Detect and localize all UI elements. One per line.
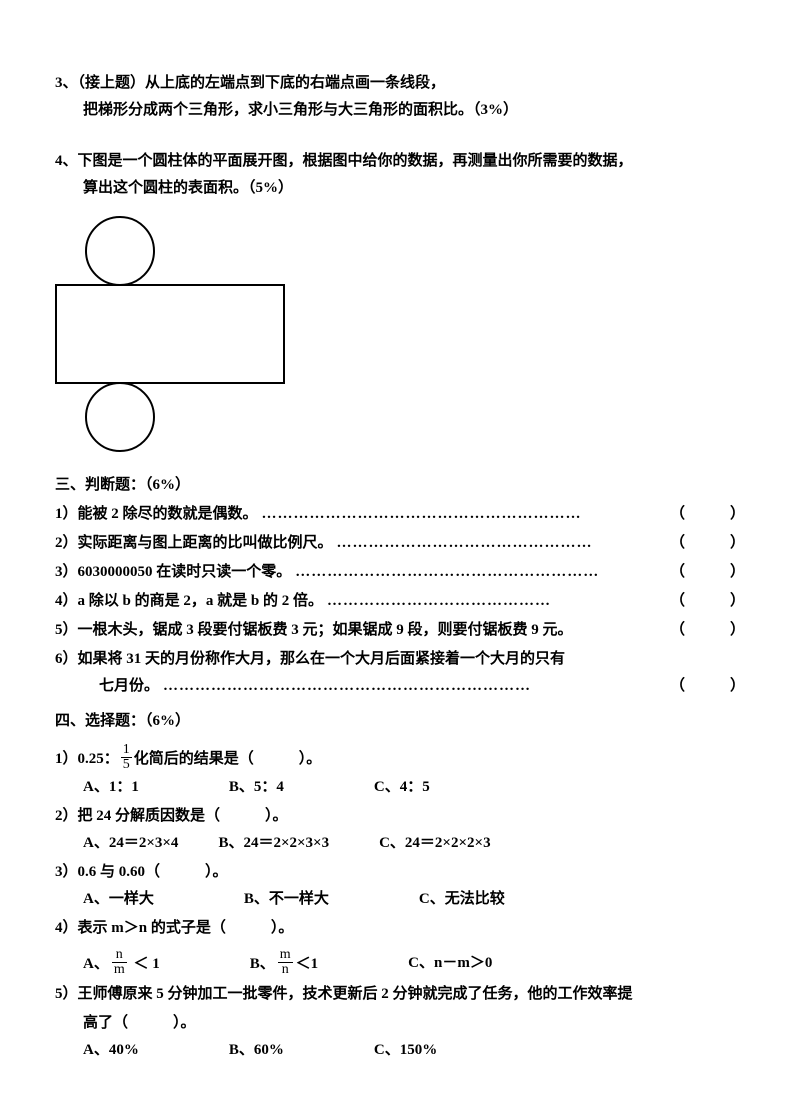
judge-3-blank: （ ） xyxy=(670,559,745,586)
q4-label: 4、 xyxy=(55,153,78,169)
frac-num: m xyxy=(278,948,293,963)
mc-q4-choice-b: B、mn＜1 xyxy=(250,950,318,979)
mc-q3-choice-c: C、无法比较 xyxy=(419,886,505,913)
mc-q5-choice-b: B、60% xyxy=(229,1037,284,1064)
mc-q2-choice-a: A、24＝2×3×4 xyxy=(83,830,178,857)
judge-5-blank: （ ） xyxy=(670,617,745,644)
mc-q1-choice-c: C、4：5 xyxy=(374,774,430,801)
dots-leader: …………………………………… xyxy=(323,588,670,615)
bottom-circle-shape xyxy=(85,382,155,452)
mc-q4-choices: A、nm ＜ 1 B、mn＜1 C、n－m＞0 xyxy=(55,950,745,979)
frac-num: n xyxy=(112,948,127,963)
choice-b-frac: mn xyxy=(278,948,293,977)
q4-line1: 下图是一个圆柱体的平面展开图，根据图中给你的数据，再测量出你所需要的数据， xyxy=(78,153,633,169)
mc-q1-choices: A、1：1 B、5：4 C、4：5 xyxy=(55,774,745,801)
mc-q1: 1）0.25：15化简后的结果是（ ）。 xyxy=(55,745,745,774)
dots-leader: …………………………………………………… xyxy=(258,501,670,528)
mc-q1-choice-a: A、1：1 xyxy=(83,774,139,801)
frac-num: 1 xyxy=(121,743,132,758)
cylinder-net-diagram xyxy=(55,216,745,452)
dots-leader: ………………………………………………… xyxy=(291,559,670,586)
mc-q4: 4）表示 m＞n 的式子是（ ）。 xyxy=(55,915,745,942)
mc-q1-choice-b: B、5：4 xyxy=(229,774,284,801)
judge-4-text: a 除以 b 的商是 2，a 就是 b 的 2 倍。 xyxy=(78,593,323,609)
choice-a-post: ＜ 1 xyxy=(130,956,160,972)
mc-q5-choices: A、40% B、60% C、150% xyxy=(55,1037,745,1064)
judge-item-6: 6）如果将 31 天的月份称作大月，那么在一个大月后面紧接着一个大月的只有 七月… xyxy=(55,646,745,700)
spacer xyxy=(55,128,745,148)
section-3-title: 三、判断题：（6%） xyxy=(55,472,745,499)
mc-q4-choice-a: A、nm ＜ 1 xyxy=(83,950,160,979)
dots-leader: …………………………………………………………… xyxy=(159,673,670,700)
mc-q3-choices: A、一样大 B、不一样大 C、无法比较 xyxy=(55,886,745,913)
frac-den: 5 xyxy=(121,758,132,772)
mc-q1-fraction: 15 xyxy=(121,743,132,772)
judge-1-num: 1） xyxy=(55,506,78,522)
judge-item-4: 4）a 除以 b 的商是 2，a 就是 b 的 2 倍。 ……………………………… xyxy=(55,588,745,615)
judge-6-text: 如果将 31 天的月份称作大月，那么在一个大月后面紧接着一个大月的只有 xyxy=(78,651,566,667)
q3-line1: （接上题）从上底的左端点到下底的右端点画一条线段， xyxy=(78,75,446,91)
judge-1-blank: （ ） xyxy=(670,501,745,528)
section-4-title: 四、选择题：（6%） xyxy=(55,708,745,735)
mc-q4-choice-c: C、n－m＞0 xyxy=(408,950,492,979)
mc-q5-line2: 高了（ ）。 xyxy=(55,1010,745,1037)
judge-4-blank: （ ） xyxy=(670,588,745,615)
top-circle-shape xyxy=(85,216,155,286)
judge-3-text: 6030000050 在读时只读一个零。 xyxy=(78,564,292,580)
mc-q5-line1: 5）王师傅原来 5 分钟加工一批零件，技术更新后 2 分钟就完成了任务，他的工作… xyxy=(55,981,745,1008)
judge-2-blank: （ ） xyxy=(670,530,745,557)
judge-6-num: 6） xyxy=(55,651,78,667)
choice-b-post: ＜1 xyxy=(296,956,319,972)
choice-b-pre: B、 xyxy=(250,956,275,972)
mc-q2-choice-b: B、24＝2×2×3×3 xyxy=(218,830,329,857)
frac-den: n xyxy=(278,963,293,977)
mc-q1-prefix: 1）0.25： xyxy=(55,751,119,767)
mc-q2-choices: A、24＝2×3×4 B、24＝2×2×3×3 C、24＝2×2×2×3 xyxy=(55,830,745,857)
mc-q5-choice-c: C、150% xyxy=(374,1037,437,1064)
q3-line2: 把梯形分成两个三角形，求小三角形与大三角形的面积比。（3%） xyxy=(55,97,745,124)
judge-1-text: 能被 2 除尽的数就是偶数。 xyxy=(78,506,258,522)
mc-q1-suffix: 化简后的结果是（ ）。 xyxy=(134,751,322,767)
mc-q2-choice-c: C、24＝2×2×2×3 xyxy=(379,830,490,857)
mc-q3: 3）0.6 与 0.60（ ）。 xyxy=(55,859,745,886)
frac-den: m xyxy=(112,963,127,977)
mc-q5-choice-a: A、40% xyxy=(83,1037,139,1064)
mc-q3-choice-a: A、一样大 xyxy=(83,886,154,913)
dots-leader: ………………………………………… xyxy=(333,530,670,557)
mc-q2: 2）把 24 分解质因数是（ ）。 xyxy=(55,803,745,830)
judge-item-2: 2）实际距离与图上距离的比叫做比例尺。 ………………………………………… （ ） xyxy=(55,530,745,557)
judge-5-text: 一根木头，锯成 3 段要付锯板费 3 元；如果锯成 9 段，则要付锯板费 9 元… xyxy=(78,622,573,638)
question-3: 3、（接上题）从上底的左端点到下底的右端点画一条线段， 把梯形分成两个三角形，求… xyxy=(55,70,745,124)
rectangle-shape xyxy=(55,284,285,384)
judge-item-5: 5）一根木头，锯成 3 段要付锯板费 3 元；如果锯成 9 段，则要付锯板费 9… xyxy=(55,617,745,644)
judge-2-num: 2） xyxy=(55,535,78,551)
judge-6-blank: （ ） xyxy=(670,673,745,700)
judge-5-num: 5） xyxy=(55,622,78,638)
judge-3-num: 3） xyxy=(55,564,78,580)
mc-q3-choice-b: B、不一样大 xyxy=(244,886,329,913)
choice-a-pre: A、 xyxy=(83,956,109,972)
question-4: 4、下图是一个圆柱体的平面展开图，根据图中给你的数据，再测量出你所需要的数据， … xyxy=(55,148,745,202)
judge-2-text: 实际距离与图上距离的比叫做比例尺。 xyxy=(78,535,333,551)
q3-label: 3、 xyxy=(55,75,78,91)
judge-item-1: 1）能被 2 除尽的数就是偶数。 …………………………………………………… （ … xyxy=(55,501,745,528)
judge-item-3: 3）6030000050 在读时只读一个零。 ……………………………………………… xyxy=(55,559,745,586)
q4-line2: 算出这个圆柱的表面积。（5%） xyxy=(55,175,745,202)
choice-a-frac: nm xyxy=(112,948,127,977)
judge-6-cont: 七月份。 xyxy=(99,673,159,700)
judge-4-num: 4） xyxy=(55,593,78,609)
